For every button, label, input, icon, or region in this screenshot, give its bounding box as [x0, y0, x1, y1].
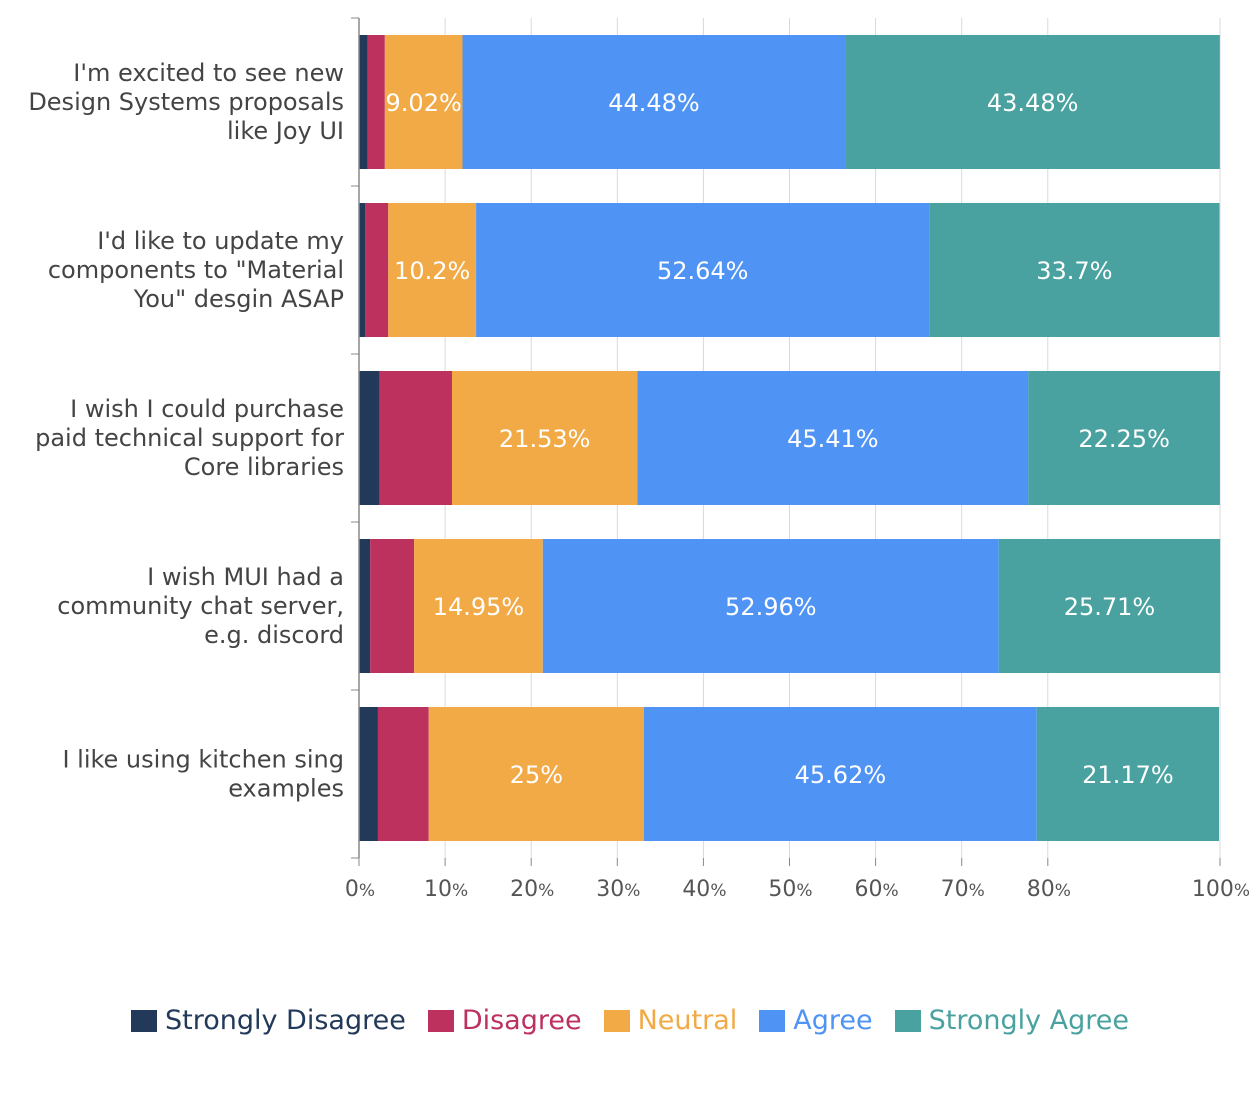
data-label: 45.62%: [795, 761, 887, 789]
bar-segment: [359, 539, 371, 673]
category-label: community chat server,: [57, 592, 344, 620]
x-tick-label: 70%: [941, 877, 985, 902]
legend-swatch: [603, 1009, 630, 1032]
bar-segment: [388, 203, 477, 337]
legend-item: Strongly Disagree: [130, 1005, 406, 1036]
stacked-bar-chart: 0% 10% 20% 30% 40% 50% 60% 70% 80% 100% 9.02% 44.4…: [28, 17, 1250, 902]
category-label: examples: [228, 775, 344, 803]
data-label: 21.53%: [499, 425, 591, 453]
data-label: 43.48%: [987, 89, 1079, 117]
x-tick-label: 0%: [345, 877, 375, 902]
x-tick-label: 30%: [596, 877, 640, 902]
bar-segment: [365, 203, 389, 337]
bars: [359, 35, 1221, 841]
bar-segment: [359, 707, 378, 841]
data-label: 22.25%: [1078, 425, 1170, 453]
bar-segment: [451, 371, 638, 505]
bar-segment: [1036, 707, 1220, 841]
x-tick-label: 80%: [1027, 877, 1071, 902]
data-label: 21.17%: [1082, 761, 1174, 789]
data-label: 9.02%: [386, 89, 462, 117]
bar-segment: [643, 707, 1037, 841]
legend-item: Disagree: [427, 1005, 582, 1036]
bar-segment: [542, 539, 999, 673]
data-label: 45.41%: [787, 425, 879, 453]
category-label: I like using kitchen sing: [62, 746, 344, 774]
legend-label: Disagree: [461, 1005, 582, 1036]
bar-segment: [379, 371, 452, 505]
category-label: You" desgin ASAP: [133, 285, 344, 313]
category-label: I'd like to update my: [97, 227, 344, 255]
data-label: 44.48%: [608, 89, 700, 117]
bar-segment: [367, 35, 385, 169]
x-tick-label: 60%: [855, 877, 899, 902]
category-label: like Joy UI: [227, 117, 344, 145]
legend-swatch: [894, 1009, 921, 1032]
bar-segment: [428, 707, 644, 841]
bar-segment: [370, 539, 415, 673]
legend-label: Agree: [793, 1005, 873, 1036]
legend-item: Strongly Agree: [894, 1005, 1130, 1036]
data-label: 10.2%: [394, 257, 470, 285]
legend-label: Strongly Agree: [928, 1005, 1130, 1036]
data-label: 25%: [510, 761, 563, 789]
legend-swatch: [759, 1009, 786, 1032]
legend-label: Neutral: [637, 1005, 738, 1036]
data-label: 14.95%: [433, 593, 525, 621]
bar-segment: [377, 707, 429, 841]
legend-swatch: [427, 1009, 454, 1032]
legend-item: Neutral: [603, 1005, 738, 1036]
axes: 0% 10% 20% 30% 40% 50% 60% 70% 80% 100%: [345, 17, 1250, 902]
data-label: 25.71%: [1064, 593, 1156, 621]
bar-segment: [1028, 371, 1220, 505]
category-label: e.g. discord: [204, 621, 344, 649]
category-label: Core libraries: [184, 453, 344, 481]
category-label: components to "Material: [48, 256, 344, 284]
x-tick-label: 20%: [510, 877, 554, 902]
bar-segment: [476, 203, 930, 337]
x-tick-label: 40%: [682, 877, 726, 902]
bar-segment: [637, 371, 1029, 505]
category-label: I wish I could purchase: [70, 395, 344, 423]
bar-segment: [462, 35, 846, 169]
bar-segment: [359, 35, 368, 169]
labels: 9.02% 44.48% 43.48% I'm excited to see newD…: [28, 59, 1173, 803]
data-label: 33.7%: [1036, 257, 1112, 285]
legend-item: Agree: [759, 1005, 873, 1036]
bar-segment: [359, 371, 380, 505]
x-tick-label: 50%: [768, 877, 812, 902]
legend-swatch: [130, 1009, 157, 1032]
category-label: paid technical support for: [35, 424, 344, 452]
bar-segment: [384, 35, 463, 169]
data-label: 52.64%: [657, 257, 749, 285]
bar-segment: [998, 539, 1221, 673]
legend-label: Strongly Disagree: [164, 1005, 406, 1036]
bar-segment: [845, 35, 1220, 169]
data-label: 52.96%: [725, 593, 817, 621]
legend: Strongly Disagree Disagree Neutral Agree Str…: [0, 1005, 1260, 1036]
category-label: I'm excited to see new: [73, 59, 344, 87]
bar-segment: [359, 203, 366, 337]
x-tick-label: 10%: [424, 877, 468, 902]
category-label: Design Systems proposals: [28, 88, 344, 116]
bar-segment: [414, 539, 543, 673]
bar-segment: [929, 203, 1220, 337]
category-label: I wish MUI had a: [147, 563, 344, 591]
x-tick-label: 100%: [1192, 877, 1250, 902]
